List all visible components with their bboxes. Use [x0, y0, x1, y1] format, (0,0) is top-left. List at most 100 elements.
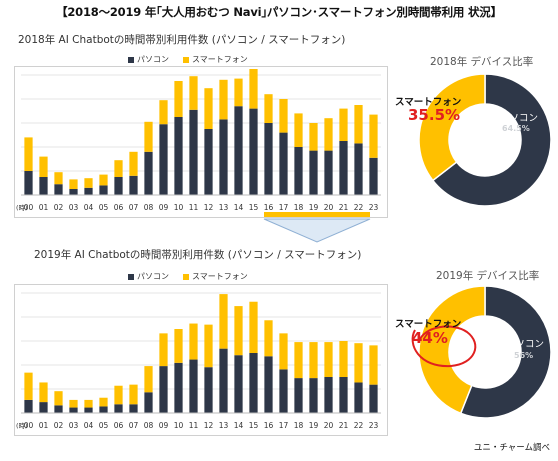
chart-2019-tick-label-10: 10 — [174, 421, 184, 430]
chart-2018-bar-pc-23 — [369, 157, 378, 195]
chart-2018-bar-sp-13 — [219, 79, 228, 120]
chart-2019-bar-pc-00 — [24, 399, 33, 413]
chart-2019-bar-sp-07 — [129, 384, 138, 405]
chart-2019-bar-sp-05 — [99, 397, 108, 407]
chart-2019-bar-sp-18 — [294, 342, 303, 379]
chart-2018-bar-sp-00 — [24, 137, 33, 171]
chart-2018-bar-pc-01 — [39, 177, 48, 195]
chart-2018-bar-sp-22 — [354, 105, 363, 144]
chart-2018-bar-pc-18 — [294, 147, 303, 195]
chart-2018-bar-sp-09 — [159, 100, 168, 125]
chart-2018-bar-pc-22 — [354, 143, 363, 195]
chart-2018-bar-pc-14 — [234, 106, 243, 195]
chart-2019-bar-sp-12 — [204, 324, 213, 368]
chart-2019-bar-pc-03 — [69, 407, 78, 413]
chart-2019-tick-label-23: 23 — [369, 421, 379, 430]
pie-2018-slice-pc — [431, 73, 552, 207]
chart-2018-svg: 00 01 02 03 04 05 06 07 08 09 10 11 12 13 14 15 16 17 18 19… — [16, 69, 381, 212]
chart-2018-tick-label-15: 15 — [249, 203, 259, 212]
chart-2018-bar-sp-11 — [189, 76, 198, 110]
chart-2018-tick-label-00: 00 — [24, 203, 34, 212]
down-arrow-icon — [263, 212, 371, 243]
chart-2018-tick-label-21: 21 — [339, 203, 349, 212]
chart-2019-bar-sp-16 — [264, 320, 273, 357]
chart-2018-bar-pc-20 — [324, 150, 333, 195]
pie-2019-svg — [411, 285, 552, 419]
chart-2018-bar-pc-13 — [219, 119, 228, 195]
chart-2018-tick-label-06: 06 — [114, 203, 124, 212]
chart-2019-bar-pc-18 — [294, 378, 303, 413]
chart-2018-tick-label-22: 22 — [354, 203, 364, 212]
chart-2019-tick-label-13: 13 — [219, 421, 229, 430]
chart-2018-tick-label-11: 11 — [189, 203, 199, 212]
chart-2019-tick-label-19: 19 — [309, 421, 319, 430]
chart-2019-tick-label-20: 20 — [324, 421, 334, 430]
chart-2019-bar-sp-15 — [249, 301, 258, 353]
chart-2019-tick-label-06: 06 — [114, 421, 124, 430]
chart-2018-bar-pc-07 — [129, 175, 138, 195]
chart-2018-bar-sp-16 — [264, 94, 273, 123]
highlight-circle-icon — [411, 325, 477, 368]
chart-2019-tick-label-08: 08 — [144, 421, 154, 430]
chart-2019-bar-sp-04 — [84, 399, 93, 408]
pie-2018-pc-value: 64.5% — [502, 124, 530, 133]
chart-2019-tick-label-22: 22 — [354, 421, 364, 430]
chart-2019-bar-sp-02 — [54, 391, 63, 406]
chart-2019-tick-label-00: 00 — [24, 421, 34, 430]
chart-2019-bar-sp-09 — [159, 333, 168, 367]
chart-2018-bar-pc-03 — [69, 189, 78, 195]
chart-2018-bar-sp-14 — [234, 78, 243, 107]
chart-2019-tick-label-18: 18 — [294, 421, 304, 430]
chart-2019-tick-label-09: 09 — [159, 421, 169, 430]
pie-2019-pc-value: 56% — [514, 351, 534, 360]
chart-2018-tick-label-19: 19 — [309, 203, 319, 212]
chart-2019-tick-label-04: 04 — [84, 421, 94, 430]
chart-2019-bar-pc-14 — [234, 355, 243, 413]
chart-2019-bar-sp-08 — [144, 366, 153, 393]
legend-sp-2018: スマートフォン — [183, 54, 248, 65]
pie-2019-sp-value: 44% — [412, 329, 448, 347]
chart-2019-bar-sp-03 — [69, 399, 78, 408]
chart-2018-tick-label-08: 08 — [144, 203, 154, 212]
chart-2018-bar-sp-07 — [129, 151, 138, 176]
chart-2019-svg: 00 01 02 03 04 05 06 07 08 09 10 11 12 13 14 15 16 17 18 19… — [16, 292, 381, 430]
chart-2019-bar-pc-05 — [99, 406, 108, 413]
chart-2019-bar-pc-13 — [219, 348, 228, 413]
chart-2019-bar-pc-20 — [324, 377, 333, 413]
chart-2019-bar-sp-22 — [354, 343, 363, 383]
chart-2018-bar-sp-12 — [204, 88, 213, 129]
chart-2018-tick-label-18: 18 — [294, 203, 304, 212]
pie-2018-slice-sp — [418, 73, 486, 182]
chart-2019-tick-label-21: 21 — [339, 421, 349, 430]
chart-2018-panel: 00 01 02 03 04 05 06 07 08 09 10 11 12 13 14 15 16 17 18 19… — [14, 66, 388, 218]
chart-2019-bar-sp-13 — [219, 294, 228, 349]
chart-2019-bar-pc-23 — [369, 384, 378, 413]
chart-2019-panel: 00 01 02 03 04 05 06 07 08 09 10 11 12 13 14 15 16 17 18 19… — [14, 284, 388, 436]
chart-2018-bar-pc-09 — [159, 124, 168, 195]
chart-2018-tick-label-03: 03 — [69, 203, 79, 212]
chart-2018-tick-label-23: 23 — [369, 203, 379, 212]
chart-2018-bar-pc-12 — [204, 129, 213, 195]
chart-2018-bar-pc-04 — [84, 187, 93, 195]
chart-2018-tick-label-10: 10 — [174, 203, 184, 212]
chart-2019-bar-pc-09 — [159, 366, 168, 413]
chart-2019-tick-label-03: 03 — [69, 421, 79, 430]
chart-2018-tick-label-16: 16 — [264, 203, 274, 212]
chart-2019-tick-label-02: 02 — [54, 421, 64, 430]
chart-2018-bar-pc-11 — [189, 109, 198, 195]
chart-2019-bar-pc-16 — [264, 356, 273, 413]
chart-2018-title: 2018年 AI Chatbotの時間帯別利用件数 (パソコン / スマートフォ… — [18, 34, 346, 46]
source-credit: ユニ・チャーム調べ — [473, 443, 550, 453]
chart-2019-bar-pc-08 — [144, 392, 153, 413]
legend-sp-2019: スマートフォン — [183, 271, 248, 282]
chart-2019-bar-sp-17 — [279, 333, 288, 370]
legend-label-pc: パソコン — [137, 272, 169, 281]
chart-2018-bar-sp-02 — [54, 172, 63, 185]
chart-2019-tick-label-01: 01 — [39, 421, 49, 430]
chart-2018-bar-sp-15 — [249, 69, 258, 109]
chart-2019-tick-label-11: 11 — [189, 421, 199, 430]
chart-2019-bar-sp-23 — [369, 345, 378, 385]
chart-2018-tick-label-01: 01 — [39, 203, 49, 212]
chart-2019-tick-label-12: 12 — [204, 421, 214, 430]
pie-2019-slice-pc — [459, 285, 552, 419]
